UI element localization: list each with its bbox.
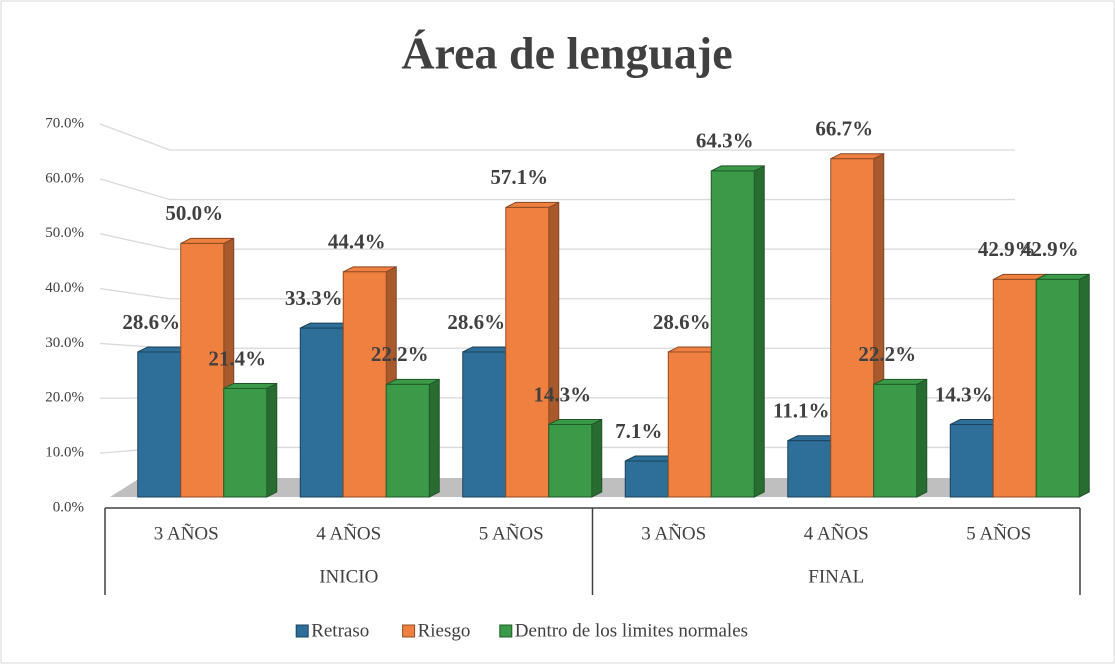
value-label: 22.2% — [858, 342, 916, 366]
bar-top — [180, 237, 234, 244]
bar — [667, 351, 712, 498]
bar-group — [873, 378, 928, 498]
bar-top — [711, 165, 765, 172]
value-label: 44.4% — [328, 230, 386, 254]
bar — [548, 423, 593, 498]
x-tick-label: 5 AÑOS — [479, 522, 544, 544]
legend-label: Dentro de los limites normales — [515, 620, 748, 641]
bar-group — [505, 201, 560, 498]
value-label: 14.3% — [533, 382, 591, 406]
value-label: 50.0% — [165, 201, 223, 225]
bar-top — [873, 378, 927, 385]
group-label: FINAL — [808, 566, 864, 587]
y-tick-label: 0.0% — [53, 499, 84, 515]
chart-title: Área de lenguaje — [401, 28, 732, 79]
value-label: 28.6% — [653, 310, 711, 334]
bar — [949, 423, 994, 498]
bar — [992, 278, 1037, 498]
group-label: INICIO — [319, 566, 378, 587]
bar — [299, 327, 344, 498]
bar-side — [591, 418, 603, 498]
bar — [787, 440, 832, 498]
bar-side — [753, 165, 765, 498]
bar-group — [710, 165, 765, 498]
value-label: 14.3% — [935, 382, 993, 406]
x-tick-label: 3 AÑOS — [154, 522, 219, 544]
bar-group — [223, 382, 278, 498]
legend-swatch — [402, 624, 416, 638]
legend-label: Riesgo — [418, 620, 471, 641]
value-label: 66.7% — [815, 117, 873, 141]
bar — [505, 206, 550, 498]
value-label: 33.3% — [285, 286, 343, 310]
bar-side — [266, 382, 278, 498]
y-tick-label: 20.0% — [45, 390, 84, 406]
bar-top — [1036, 273, 1090, 280]
bar-side — [428, 378, 440, 498]
bar — [223, 387, 268, 498]
bar — [830, 158, 875, 498]
bar-group — [830, 152, 885, 498]
bar-group — [385, 378, 440, 498]
x-tick-label: 4 AÑOS — [316, 522, 381, 544]
x-tick-label: 4 AÑOS — [804, 522, 869, 544]
value-label: 64.3% — [696, 129, 754, 153]
value-label: 7.1% — [615, 419, 662, 443]
value-label: 57.1% — [490, 165, 548, 189]
bar-top — [830, 153, 884, 160]
legend-label: Retraso — [311, 620, 369, 641]
y-tick-label: 40.0% — [45, 280, 84, 296]
bar-top — [505, 201, 559, 208]
legend-swatch — [499, 624, 513, 638]
bar — [710, 170, 755, 498]
bar-top — [223, 382, 277, 389]
value-label: 21.4% — [208, 346, 266, 370]
x-tick-label: 5 AÑOS — [966, 522, 1031, 544]
bar-top — [343, 266, 397, 273]
bar — [1035, 278, 1080, 498]
bar-group — [1035, 273, 1090, 498]
value-label: 11.1% — [773, 399, 830, 423]
y-tick-label: 30.0% — [45, 335, 84, 351]
bar — [180, 242, 225, 498]
bar — [873, 383, 918, 498]
y-tick-label: 70.0% — [45, 115, 84, 131]
bar — [385, 383, 430, 498]
bar-side — [1078, 273, 1090, 498]
x-tick-label: 3 AÑOS — [641, 522, 706, 544]
value-label: 42.9% — [1021, 237, 1079, 261]
grid-line — [99, 123, 1015, 151]
value-label: 28.6% — [447, 310, 505, 334]
y-tick-label: 10.0% — [45, 445, 84, 461]
bar — [624, 460, 669, 498]
bar — [137, 351, 182, 498]
bar-top — [548, 418, 602, 425]
bar-group — [548, 418, 603, 498]
legend-swatch — [295, 624, 309, 638]
value-label: 28.6% — [122, 310, 180, 334]
bar — [342, 271, 387, 498]
bar-side — [916, 378, 928, 498]
bar — [462, 351, 507, 498]
value-label: 22.2% — [371, 342, 429, 366]
y-tick-label: 50.0% — [45, 225, 84, 241]
value-label: 42.9% — [978, 237, 1036, 261]
bar-top — [386, 378, 440, 385]
y-tick-label: 60.0% — [45, 170, 84, 186]
